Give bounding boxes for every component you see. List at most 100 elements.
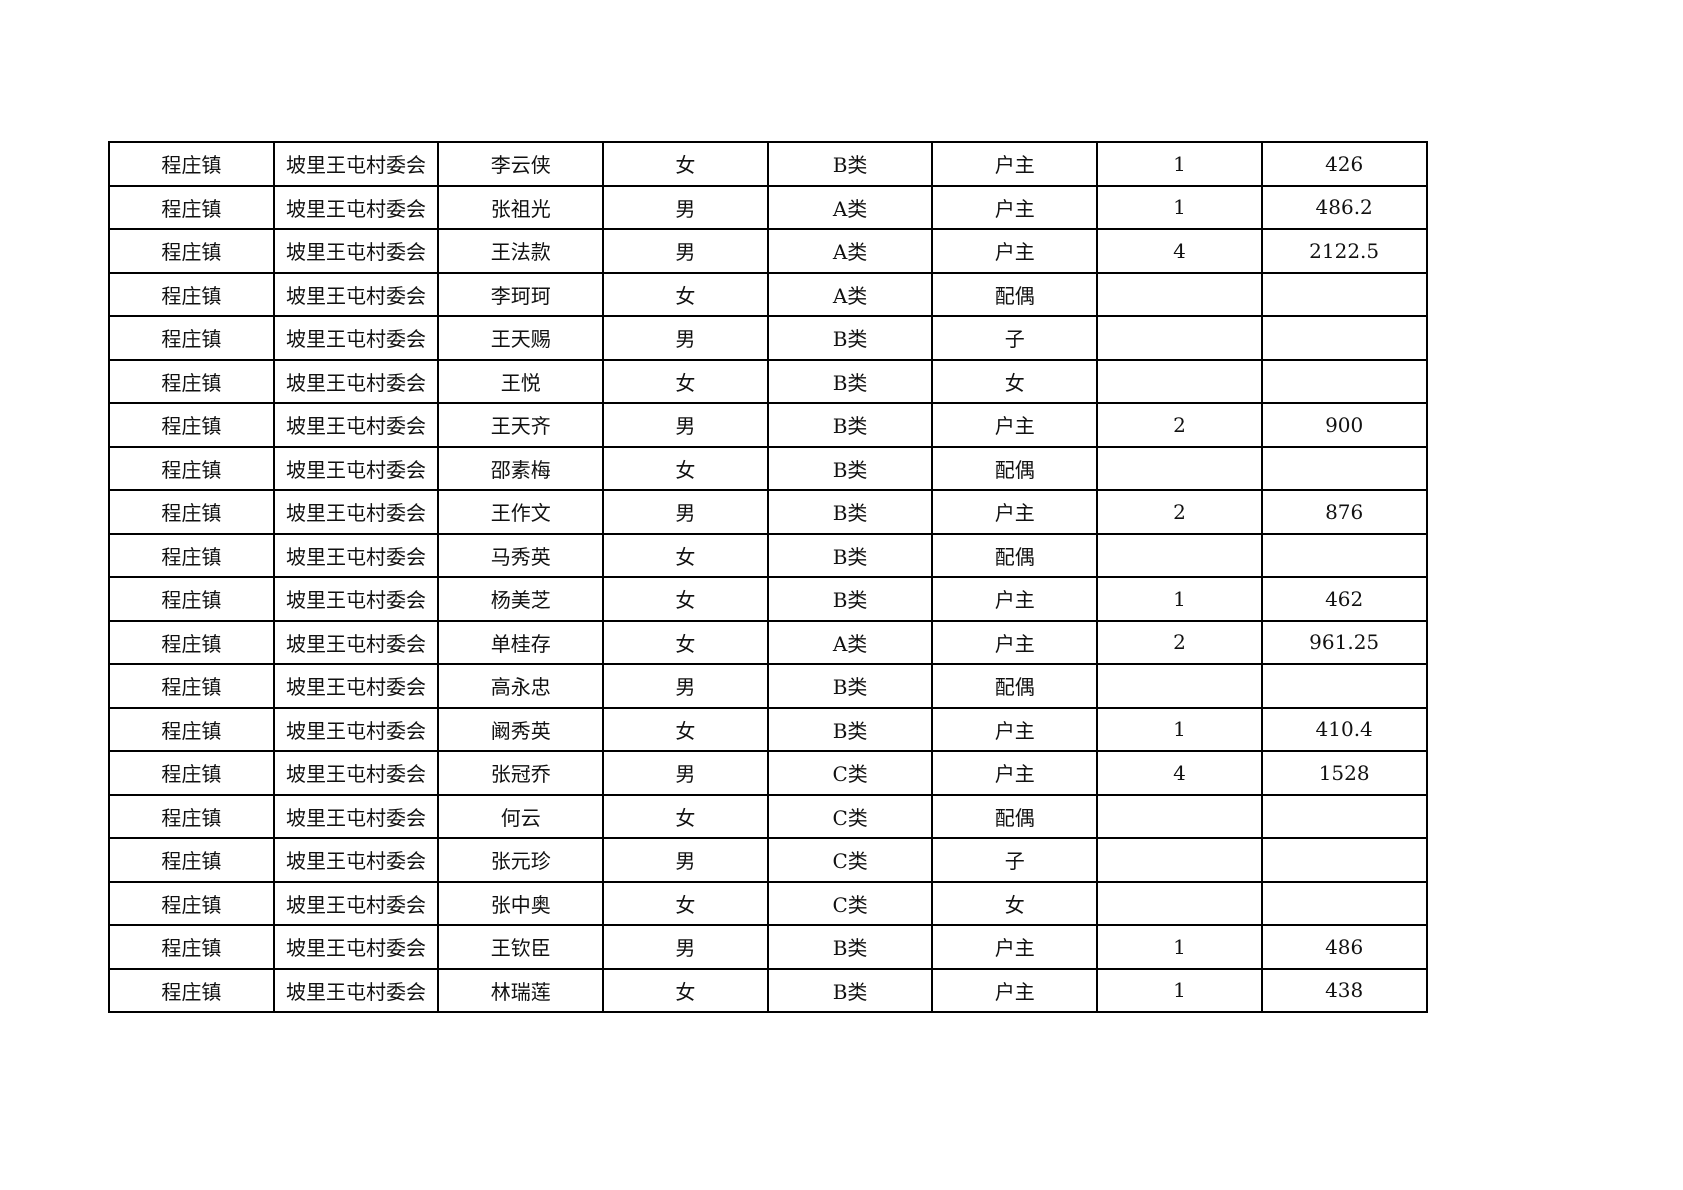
cell-amount — [1260, 663, 1428, 709]
cell-household-size: 2 — [1096, 402, 1263, 448]
cell-amount: 876 — [1260, 489, 1428, 535]
cell-amount — [1260, 793, 1428, 839]
cell-name: 高永忠 — [437, 663, 605, 709]
cell-category: B类 — [766, 576, 934, 622]
cell-town: 程庄镇 — [108, 837, 275, 883]
cell-category: B类 — [766, 967, 934, 1013]
cell-relation: 户主 — [931, 750, 1099, 796]
cell-household-size: 1 — [1096, 184, 1263, 230]
cell-town: 程庄镇 — [108, 706, 275, 752]
cell-category: B类 — [766, 315, 934, 361]
cell-gender: 男 — [602, 837, 769, 883]
cell-town: 程庄镇 — [108, 532, 275, 578]
cell-amount: 462 — [1260, 576, 1428, 622]
cell-household-size: 1 — [1096, 706, 1263, 752]
cell-relation: 户主 — [931, 576, 1099, 622]
cell-village: 坡里王屯村委会 — [272, 967, 440, 1013]
table-row: 程庄镇 坡里王屯村委会 王作文男 B类 户主 2 876 — [108, 489, 1428, 535]
cell-name: 王钦臣 — [437, 924, 605, 970]
cell-town: 程庄镇 — [108, 663, 275, 709]
cell-household-size: 4 — [1096, 750, 1263, 796]
cell-category: A类 — [766, 228, 934, 274]
table-row: 程庄镇 坡里王屯村委会 李云侠女 B类 户主 1 426 — [108, 141, 1428, 187]
cell-gender: 男 — [602, 750, 769, 796]
cell-gender: 女 — [602, 880, 769, 926]
cell-relation: 子 — [931, 315, 1099, 361]
cell-village: 坡里王屯村委会 — [272, 576, 440, 622]
cell-gender: 女 — [602, 576, 769, 622]
cell-gender: 男 — [602, 228, 769, 274]
cell-village: 坡里王屯村委会 — [272, 706, 440, 752]
table-row: 程庄镇 坡里王屯村委会 邵素梅女 B类 配偶 — [108, 445, 1428, 491]
cell-category: C类 — [766, 880, 934, 926]
cell-town: 程庄镇 — [108, 967, 275, 1013]
cell-village: 坡里王屯村委会 — [272, 924, 440, 970]
cell-relation: 户主 — [931, 228, 1099, 274]
table-row: 程庄镇 坡里王屯村委会 何云女 C类 配偶 — [108, 793, 1428, 839]
cell-household-size — [1096, 880, 1263, 926]
cell-amount: 900 — [1260, 402, 1428, 448]
cell-town: 程庄镇 — [108, 489, 275, 535]
table-row: 程庄镇 坡里王屯村委会 高永忠男 B类 配偶 — [108, 663, 1428, 709]
cell-relation: 户主 — [931, 967, 1099, 1013]
table-row: 程庄镇 坡里王屯村委会 单桂存女 A类 户主 2 961.25 — [108, 619, 1428, 665]
cell-household-size — [1096, 837, 1263, 883]
table-row: 程庄镇 坡里王屯村委会 林瑞莲女 B类 户主 1 438 — [108, 967, 1428, 1013]
cell-town: 程庄镇 — [108, 924, 275, 970]
cell-relation: 户主 — [931, 924, 1099, 970]
table-row: 程庄镇 坡里王屯村委会 王悦女 B类女 — [108, 358, 1428, 404]
cell-amount: 961.25 — [1260, 619, 1428, 665]
cell-village: 坡里王屯村委会 — [272, 489, 440, 535]
cell-household-size: 1 — [1096, 967, 1263, 1013]
cell-village: 坡里王屯村委会 — [272, 619, 440, 665]
cell-category: C类 — [766, 793, 934, 839]
cell-village: 坡里王屯村委会 — [272, 837, 440, 883]
cell-name: 张祖光 — [437, 184, 605, 230]
cell-village: 坡里王屯村委会 — [272, 228, 440, 274]
table-row: 程庄镇 坡里王屯村委会 杨美芝女 B类 户主 1 462 — [108, 576, 1428, 622]
cell-category: B类 — [766, 489, 934, 535]
cell-name: 邵素梅 — [437, 445, 605, 491]
cell-household-size — [1096, 532, 1263, 578]
cell-household-size: 2 — [1096, 489, 1263, 535]
cell-amount — [1260, 358, 1428, 404]
cell-village: 坡里王屯村委会 — [272, 750, 440, 796]
cell-name: 杨美芝 — [437, 576, 605, 622]
cell-gender: 女 — [602, 358, 769, 404]
cell-village: 坡里王屯村委会 — [272, 141, 440, 187]
table-row: 程庄镇 坡里王屯村委会 王钦臣男 B类 户主 1 486 — [108, 924, 1428, 970]
cell-relation: 户主 — [931, 706, 1099, 752]
cell-gender: 男 — [602, 924, 769, 970]
cell-name: 张中奥 — [437, 880, 605, 926]
cell-category: B类 — [766, 445, 934, 491]
cell-relation: 配偶 — [931, 532, 1099, 578]
cell-name: 张冠乔 — [437, 750, 605, 796]
cell-relation: 户主 — [931, 619, 1099, 665]
cell-amount: 1528 — [1260, 750, 1428, 796]
cell-amount — [1260, 837, 1428, 883]
cell-household-size: 1 — [1096, 141, 1263, 187]
cell-amount: 486 — [1260, 924, 1428, 970]
cell-gender: 女 — [602, 619, 769, 665]
cell-name: 李云侠 — [437, 141, 605, 187]
cell-amount: 2122.5 — [1260, 228, 1428, 274]
cell-gender: 男 — [602, 315, 769, 361]
cell-village: 坡里王屯村委会 — [272, 402, 440, 448]
table-body: 程庄镇 坡里王屯村委会 李云侠女 B类 户主 1 426 程庄镇 坡里王屯村委会 张祖光男 A类 户主… — [108, 141, 1428, 1013]
cell-name: 马秀英 — [437, 532, 605, 578]
cell-village: 坡里王屯村委会 — [272, 184, 440, 230]
cell-village: 坡里王屯村委会 — [272, 532, 440, 578]
cell-gender: 女 — [602, 445, 769, 491]
table-row: 程庄镇 坡里王屯村委会 张中奥女 C类女 — [108, 880, 1428, 926]
cell-household-size: 2 — [1096, 619, 1263, 665]
table-row: 程庄镇 坡里王屯村委会 阚秀英女 B类 户主 1 410.4 — [108, 706, 1428, 752]
cell-household-size: 4 — [1096, 228, 1263, 274]
cell-relation: 户主 — [931, 402, 1099, 448]
cell-category: A类 — [766, 271, 934, 317]
cell-category: B类 — [766, 924, 934, 970]
cell-household-size — [1096, 793, 1263, 839]
table-row: 程庄镇 坡里王屯村委会 张冠乔男 C类 户主 4 1528 — [108, 750, 1428, 796]
cell-category: A类 — [766, 184, 934, 230]
cell-town: 程庄镇 — [108, 358, 275, 404]
cell-name: 李珂珂 — [437, 271, 605, 317]
